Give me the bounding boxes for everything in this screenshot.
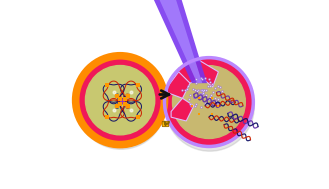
Polygon shape (190, 77, 213, 94)
FancyBboxPatch shape (162, 121, 169, 127)
Circle shape (86, 66, 155, 135)
Polygon shape (152, 0, 207, 83)
Circle shape (172, 66, 245, 139)
Circle shape (77, 60, 165, 149)
Circle shape (164, 58, 253, 146)
Polygon shape (175, 60, 218, 87)
Polygon shape (179, 98, 198, 117)
Polygon shape (167, 72, 190, 98)
Circle shape (165, 62, 254, 151)
Polygon shape (158, 0, 202, 83)
Circle shape (76, 56, 164, 145)
Circle shape (165, 123, 166, 125)
Polygon shape (171, 98, 194, 121)
